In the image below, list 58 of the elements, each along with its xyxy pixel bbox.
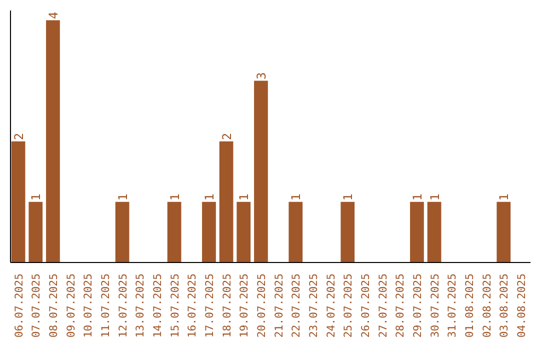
bar (496, 202, 511, 262)
x-tick-label: 12.07.2025 (116, 274, 130, 338)
x-tick-label: 27.07.2025 (376, 274, 390, 338)
bar (254, 80, 268, 262)
bar (219, 141, 234, 262)
x-tick-label: 08.07.2025 (46, 274, 60, 338)
data-label: 2 (220, 132, 234, 140)
x-tick-label: 31.07.2025 (446, 274, 459, 338)
bar (288, 202, 303, 262)
bar (28, 202, 43, 262)
x-tick-label: 14.07.2025 (150, 274, 164, 338)
data-label: 4 (46, 12, 60, 19)
x-tick-label: 20.07.2025 (254, 274, 268, 338)
x-tick-label: 16.07.2025 (186, 274, 199, 338)
x-tick-label: 22.07.2025 (290, 274, 303, 338)
data-label: 1 (237, 193, 252, 201)
bar (11, 141, 26, 262)
x-tick-label: 03.08.2025 (498, 274, 511, 338)
x-tick-label: 28.07.2025 (394, 274, 407, 338)
data-label: 1 (168, 193, 182, 201)
x-tick-label: 04.08.2025 (514, 274, 528, 338)
x-tick-label: 23.07.2025 (306, 274, 320, 338)
data-label: 1 (341, 193, 356, 201)
x-tick-label: 15.07.2025 (168, 274, 182, 338)
x-tick-label: 01.08.2025 (462, 274, 476, 338)
bar (236, 202, 251, 262)
x-tick-label: 02.08.2025 (480, 274, 494, 338)
data-label: 1 (202, 193, 216, 201)
x-tick-label: 06.07.2025 (12, 274, 26, 338)
x-tick-label: 21.07.2025 (272, 274, 286, 338)
bar (427, 202, 442, 262)
bar (202, 202, 216, 262)
bar (410, 202, 424, 262)
data-label: 1 (116, 193, 130, 201)
x-tick-label: 26.07.2025 (358, 274, 372, 338)
bar (167, 202, 182, 262)
x-tick-label: 10.07.2025 (82, 274, 95, 338)
data-label: 1 (428, 193, 442, 201)
x-tick-label: 11.07.2025 (98, 274, 112, 338)
x-tick-label: 24.07.2025 (324, 274, 338, 338)
x-tick-label: 25.07.2025 (342, 274, 355, 338)
data-label: 1 (497, 193, 512, 201)
data-label: 3 (254, 72, 268, 80)
bar (340, 202, 355, 262)
x-tick-label: 29.07.2025 (410, 274, 424, 338)
x-tick-label: 13.07.2025 (134, 274, 147, 338)
x-tick-label: 09.07.2025 (64, 274, 78, 338)
x-tick-label: 19.07.2025 (238, 274, 251, 338)
bar (46, 20, 60, 262)
data-label: 1 (410, 193, 424, 201)
x-tick-label: 30.07.2025 (428, 274, 442, 338)
data-label: 2 (12, 132, 26, 140)
data-label: 1 (289, 193, 304, 201)
bar (115, 202, 130, 262)
x-tick-label: 17.07.2025 (202, 274, 216, 338)
x-tick-label: 07.07.2025 (30, 274, 43, 338)
data-label: 1 (29, 193, 44, 201)
x-tick-label: 18.07.2025 (220, 274, 234, 338)
